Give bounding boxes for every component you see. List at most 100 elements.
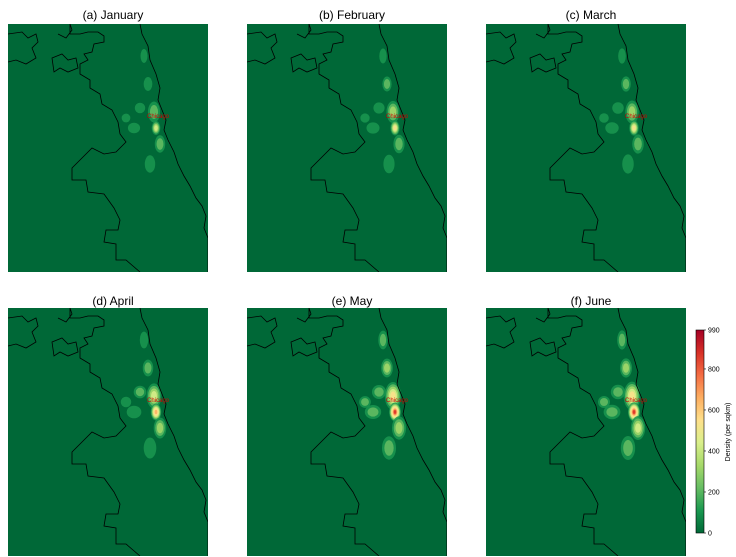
density-map: Chicago [8, 308, 208, 556]
density-blob [379, 333, 387, 347]
colorbar-tick-label: 200 [708, 489, 720, 496]
colorbar-tick-label: 600 [708, 407, 720, 414]
colorbar-gradient [695, 329, 705, 534]
density-hotspots [599, 48, 644, 174]
density-blob [154, 409, 158, 415]
density-blob [622, 154, 634, 174]
lake-shoreline [617, 308, 686, 556]
density-blob [393, 410, 397, 414]
density-map: Chicago [486, 24, 686, 272]
density-blob [612, 102, 624, 114]
density-blob [143, 77, 153, 91]
density-blob [360, 113, 370, 123]
lake-shoreline [378, 308, 447, 556]
density-blob [618, 333, 626, 347]
panel-title: (f) June [570, 294, 612, 308]
density-blob [618, 48, 626, 64]
map-background [486, 308, 686, 556]
panel-title: (d) April [92, 294, 134, 308]
density-blob [600, 398, 608, 406]
city-boundary [247, 24, 380, 272]
map-background [486, 24, 686, 272]
density-blob [629, 391, 635, 401]
city-label: Chicago [147, 398, 170, 404]
map-background [247, 24, 447, 272]
density-blob [632, 410, 636, 414]
density-blob [393, 125, 397, 131]
city-boundary [486, 308, 619, 556]
density-blob [134, 102, 146, 114]
map-background [247, 308, 447, 556]
density-blob [379, 48, 387, 64]
density-blob [383, 79, 391, 89]
density-blob [623, 363, 629, 373]
density-hotspots [121, 49, 166, 173]
density-blob [623, 440, 633, 456]
density-blob [361, 398, 369, 406]
density-blob [126, 405, 142, 419]
density-blob [135, 387, 145, 397]
density-hotspots [120, 331, 167, 459]
panel-title: (c) March [565, 8, 617, 22]
density-blob [383, 154, 395, 174]
density-blob [395, 137, 403, 151]
lake-shoreline [617, 24, 686, 272]
density-map: Chicago [247, 24, 447, 272]
density-blob [628, 106, 636, 118]
panel-title: (b) February [318, 8, 386, 22]
density-blob [622, 78, 630, 90]
density-blob [121, 113, 131, 123]
city-label: Chicago [625, 114, 648, 120]
density-blob [384, 440, 394, 456]
panel-title: (e) May [331, 294, 373, 308]
density-blob [127, 122, 141, 134]
city-label: Chicago [386, 398, 409, 404]
map-background [8, 24, 208, 272]
density-blob [389, 106, 397, 118]
city-label: Chicago [147, 114, 170, 120]
density-blob [366, 122, 380, 134]
density-blob [143, 437, 157, 459]
map-background [8, 308, 208, 556]
density-blob [154, 125, 158, 131]
lake-shoreline [139, 24, 208, 272]
density-blob [632, 125, 636, 131]
density-blob [139, 331, 149, 349]
density-blob [149, 105, 159, 119]
density-map: Chicago [247, 308, 447, 556]
city-boundary [8, 24, 141, 272]
density-blob [144, 155, 156, 173]
colorbar-tick-label: 990 [708, 328, 720, 335]
colorbar-tick-label: 0 [708, 531, 712, 538]
density-hotspots [360, 48, 405, 174]
density-blob [144, 362, 152, 374]
density-blob [120, 396, 132, 408]
lake-shoreline [139, 308, 208, 556]
density-blob [635, 423, 641, 433]
colorbar-label: Density (per sqkm) [725, 403, 732, 462]
density-blob [605, 122, 619, 134]
density-blob [606, 407, 618, 417]
city-boundary [8, 308, 141, 556]
city-boundary [247, 308, 380, 556]
density-blob [140, 49, 148, 63]
colorbar-tick-label: 800 [708, 366, 720, 373]
density-blob [151, 390, 157, 402]
density-blob [156, 138, 164, 150]
panel-title: (a) January [82, 8, 144, 22]
density-blob [613, 387, 623, 397]
density-hotspots [359, 330, 407, 460]
density-blob [374, 387, 384, 397]
density-hotspots [598, 330, 646, 460]
density-blob [384, 363, 390, 373]
density-blob [367, 407, 379, 417]
density-blob [395, 422, 403, 434]
city-boundary [486, 24, 619, 272]
density-map: Chicago [486, 308, 686, 556]
city-label: Chicago [386, 114, 409, 120]
colorbar: 0 200 400 600 800 990 Density (per sqkm) [695, 328, 732, 538]
density-blob [390, 391, 396, 401]
lake-shoreline [378, 24, 447, 272]
density-blob [156, 422, 164, 434]
density-map: Chicago [8, 24, 208, 272]
